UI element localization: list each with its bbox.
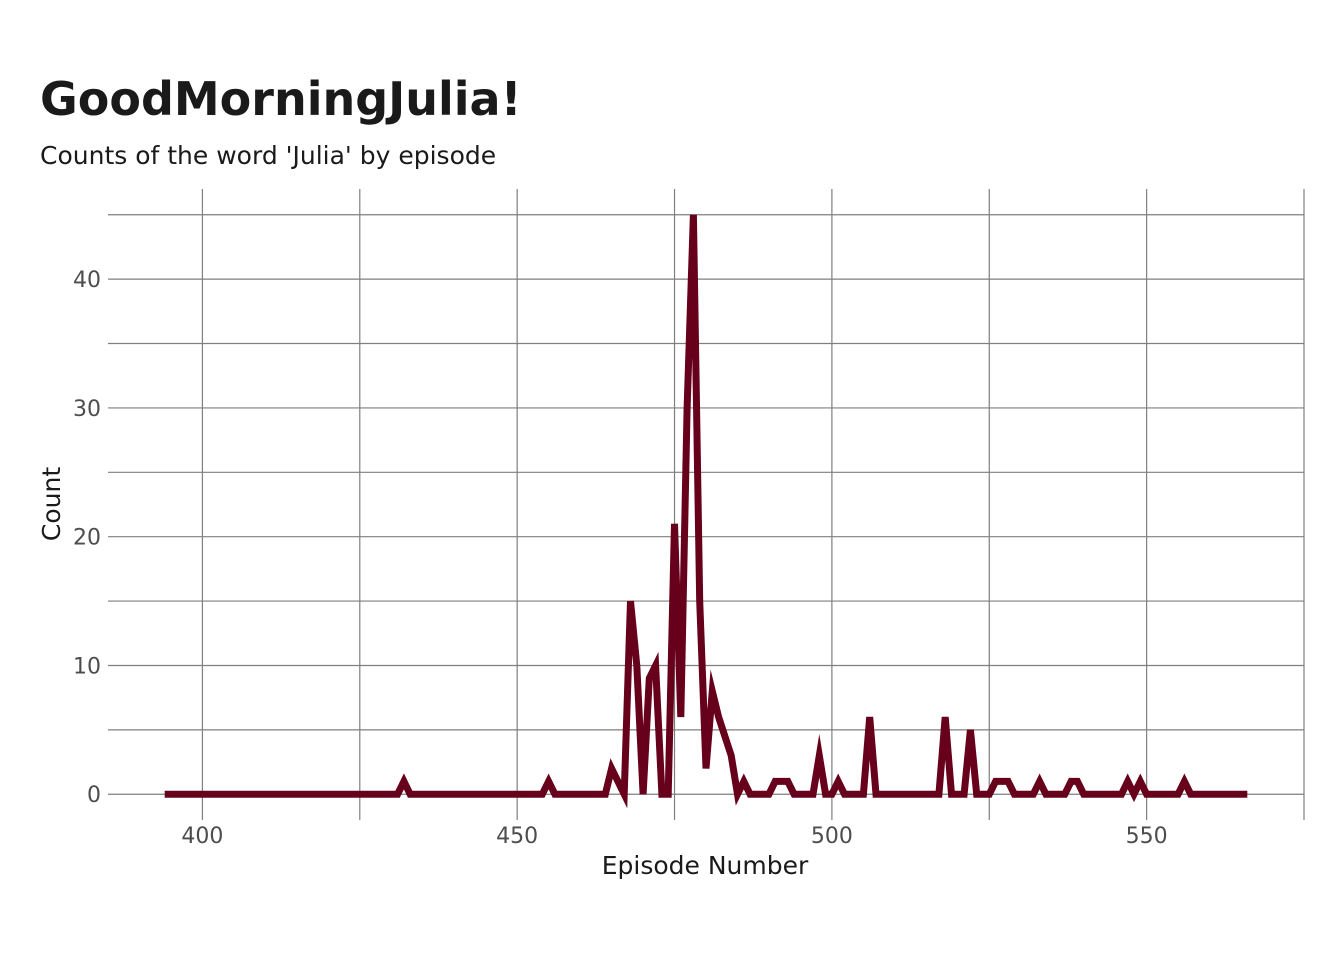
x-tick-label: 400 <box>181 824 223 849</box>
y-tick-label: 40 <box>73 268 101 293</box>
chart-subtitle: Counts of the word 'Julia' by episode <box>40 141 497 170</box>
y-tick-label: 20 <box>73 526 101 551</box>
grid-lines <box>108 189 1305 820</box>
data-series <box>164 214 1248 809</box>
y-axis-title: Count <box>37 467 66 541</box>
y-tick-label: 30 <box>73 397 101 422</box>
y-tick-label: 10 <box>73 654 101 679</box>
x-tick-label: 450 <box>496 824 538 849</box>
x-tick-label: 550 <box>1126 824 1168 849</box>
tick-labels: 0 10 20 30 40 400 450 500 550 <box>73 268 1168 849</box>
chart-title: GoodMorningJulia! <box>40 72 522 126</box>
series-line <box>164 214 1248 809</box>
x-tick-label: 500 <box>811 824 853 849</box>
y-tick-label: 0 <box>87 783 101 808</box>
x-axis-title: Episode Number <box>602 851 809 880</box>
